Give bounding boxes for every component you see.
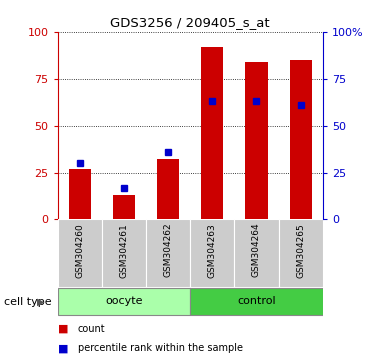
Bar [102, 219, 146, 287]
Bar [290, 60, 312, 219]
Text: ▶: ▶ [37, 297, 45, 307]
Text: GSM304265: GSM304265 [296, 223, 305, 278]
Text: control: control [237, 296, 276, 306]
Bar [234, 219, 279, 287]
Bar [58, 288, 190, 315]
Text: GSM304263: GSM304263 [208, 223, 217, 278]
Text: cell type: cell type [4, 297, 51, 307]
Text: ■: ■ [58, 324, 68, 334]
Bar [201, 47, 223, 219]
Bar [190, 288, 323, 315]
Bar [113, 195, 135, 219]
Text: GSM304260: GSM304260 [75, 223, 84, 278]
Bar [58, 219, 102, 287]
Bar [69, 169, 91, 219]
Text: ■: ■ [58, 343, 68, 353]
Bar [146, 219, 190, 287]
Title: GDS3256 / 209405_s_at: GDS3256 / 209405_s_at [110, 16, 270, 29]
Bar [157, 159, 179, 219]
Text: percentile rank within the sample: percentile rank within the sample [78, 343, 243, 353]
Text: GSM304264: GSM304264 [252, 223, 261, 278]
Text: oocyte: oocyte [105, 296, 142, 306]
Bar [245, 62, 267, 219]
Text: GSM304261: GSM304261 [119, 223, 128, 278]
Bar [279, 219, 323, 287]
Bar [190, 219, 234, 287]
Text: GSM304262: GSM304262 [164, 223, 173, 278]
Text: count: count [78, 324, 105, 334]
